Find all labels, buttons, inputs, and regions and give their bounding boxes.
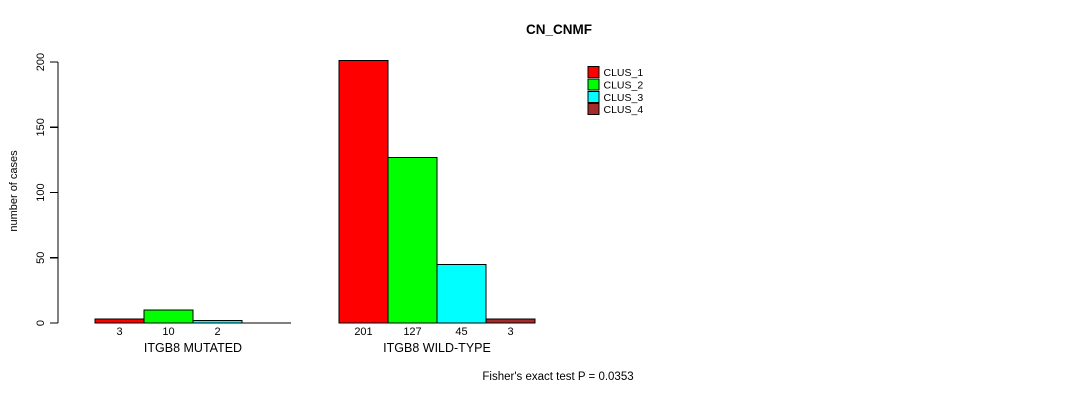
legend-swatch-clus_3 xyxy=(587,90,600,103)
legend-label-clus_1: CLUS_1 xyxy=(604,67,644,79)
bar-clus_1-group2 xyxy=(338,60,389,324)
bar-clus_2-group1 xyxy=(143,309,194,324)
bar-clus_1-group1 xyxy=(94,318,145,324)
y-axis-label: number of cases xyxy=(8,150,20,232)
y-tick-label: 100 xyxy=(35,183,47,201)
chart-title: CN_CNMF xyxy=(526,22,592,37)
bar-clus_4-group2 xyxy=(485,318,536,324)
bar-value-label: 10 xyxy=(162,326,174,338)
y-tick-label: 200 xyxy=(35,53,47,71)
legend-label-clus_3: CLUS_3 xyxy=(604,92,644,104)
bar-value-label: 3 xyxy=(507,326,513,338)
bar-value-label: 2 xyxy=(214,326,220,338)
legend-swatch-clus_2 xyxy=(587,78,600,91)
legend-label-clus_4: CLUS_4 xyxy=(604,104,644,116)
bar-clus_2-group2 xyxy=(387,156,438,324)
bar-value-label: 201 xyxy=(354,326,372,338)
category-label-1: ITGB8 MUTATED xyxy=(144,341,242,355)
bar-value-label: 3 xyxy=(116,326,122,338)
y-tick-label: 150 xyxy=(35,118,47,136)
legend-swatch-clus_4 xyxy=(587,103,600,116)
bar-clus_3-group2 xyxy=(436,263,487,324)
fisher-test-annotation: Fisher's exact test P = 0.0353 xyxy=(482,371,634,383)
legend-swatch-clus_1 xyxy=(587,66,600,78)
category-label-2: ITGB8 WILD-TYPE xyxy=(383,341,491,355)
y-tick-label: 50 xyxy=(35,252,47,264)
y-tick-label: 0 xyxy=(35,320,47,326)
bar-value-label: 127 xyxy=(403,326,421,338)
legend-label-clus_2: CLUS_2 xyxy=(604,79,644,91)
bar-clus_3-group1 xyxy=(192,319,243,324)
bar-value-label: 45 xyxy=(455,326,467,338)
